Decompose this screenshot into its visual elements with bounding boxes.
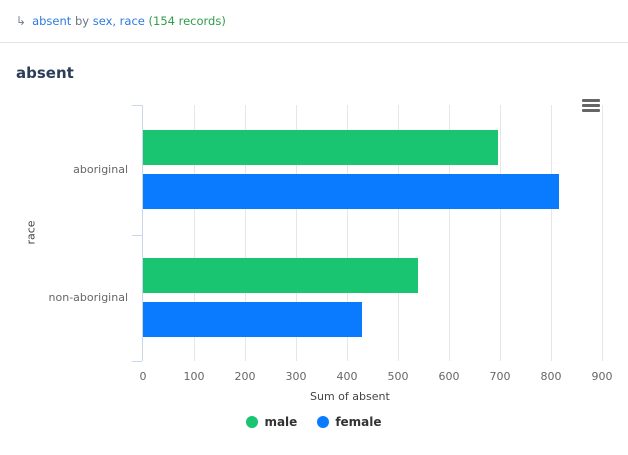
bar-female-aboriginal[interactable] — [143, 174, 559, 209]
x-tick-label: 300 — [285, 370, 307, 383]
hamburger-menu-icon[interactable] — [582, 99, 600, 113]
gridline — [551, 105, 552, 361]
legend-label: male — [264, 415, 298, 429]
gridline — [194, 105, 195, 361]
gridline — [398, 105, 399, 361]
gridline — [347, 105, 348, 361]
female-dot-icon — [317, 416, 330, 428]
gridline — [602, 105, 603, 361]
y-axis-line — [142, 105, 143, 361]
x-tick-label: 0 — [139, 370, 147, 383]
legend-item-male[interactable]: male — [246, 415, 297, 429]
bar-female-non-aboriginal[interactable] — [143, 302, 362, 337]
bar-male-aboriginal[interactable] — [143, 130, 498, 165]
x-tick-label: 900 — [591, 370, 613, 383]
chart-title: absent — [16, 64, 74, 82]
breadcrumb: ↳ absent by sex, race (154 records) — [16, 14, 226, 28]
x-tick-label: 600 — [438, 370, 460, 383]
gridline — [296, 105, 297, 361]
legend-item-female[interactable]: female — [317, 415, 382, 429]
y-tick — [132, 105, 142, 106]
x-axis-title: Sum of absent — [310, 390, 390, 403]
x-tick-label: 100 — [183, 370, 205, 383]
male-dot-icon — [246, 416, 259, 428]
y-tick — [132, 361, 142, 362]
category-label: aboriginal — [73, 163, 128, 176]
category-label: non-aboriginal — [48, 291, 128, 304]
y-axis-title: race — [24, 220, 38, 245]
x-tick-label: 800 — [540, 370, 562, 383]
records-count: (154 records) — [148, 14, 226, 28]
x-tick-label: 200 — [234, 370, 256, 383]
legend: male female — [0, 415, 628, 429]
bar-male-non-aboriginal[interactable] — [143, 258, 418, 293]
x-tick-label: 500 — [387, 370, 409, 383]
measure-link[interactable]: absent — [32, 14, 72, 28]
by-text: by — [74, 14, 90, 28]
x-tick-label: 700 — [489, 370, 511, 383]
top-bar: ↳ absent by sex, race (154 records) — [0, 0, 628, 43]
return-arrow-icon: ↳ — [16, 14, 27, 28]
dimensions-link[interactable]: sex, race — [92, 14, 145, 28]
gridline — [449, 105, 450, 361]
legend-label: female — [335, 415, 382, 429]
x-tick-label: 400 — [336, 370, 358, 383]
gridline — [245, 105, 246, 361]
y-tick — [132, 235, 142, 236]
gridline — [500, 105, 501, 361]
